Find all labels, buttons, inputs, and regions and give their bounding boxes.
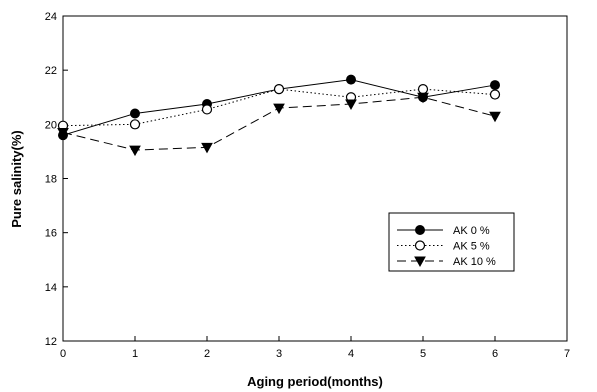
y-tick-label: 18: [45, 174, 57, 186]
x-tick-label: 6: [492, 348, 498, 360]
data-point: [345, 99, 357, 111]
data-point: [129, 145, 141, 157]
data-point: [417, 92, 429, 104]
x-tick-label: 1: [132, 348, 138, 360]
legend-entry: AK 10 %: [397, 256, 496, 268]
x-tick-label: 3: [276, 348, 282, 360]
data-point: [489, 111, 501, 123]
y-tick-label: 14: [45, 282, 57, 294]
data-point: [489, 89, 501, 100]
data-point: [417, 84, 429, 95]
data-point: [129, 119, 141, 130]
legend-label: AK 5 %: [453, 241, 490, 253]
legend-marker: [415, 225, 425, 235]
legend-marker: [414, 256, 426, 268]
legend-entries: AK 0 % AK 5 % AK 10 %: [397, 225, 496, 268]
plot-frame: [62, 15, 568, 342]
data-point: [57, 127, 69, 139]
x-axis-title: Aging period(months): [247, 374, 383, 389]
x-tick-label: 4: [348, 348, 354, 360]
legend-marker: [414, 240, 426, 251]
y-tick-label: 22: [45, 65, 57, 77]
x-tick-label: 5: [420, 348, 426, 360]
y-axis-title: Pure salinity(%): [9, 130, 24, 228]
data-point: [201, 142, 213, 154]
y-tick-label: 12: [45, 336, 57, 348]
x-tick-label: 2: [204, 348, 210, 360]
series-layer: [57, 74, 501, 157]
x-axis-ticks: 0 1 2 3 4 5 6 7: [60, 336, 570, 360]
y-axis-ticks: 12 14 16 18 20 22 24: [45, 11, 68, 348]
legend: AK 0 % AK 5 % AK 10 %: [388, 212, 515, 272]
data-point: [490, 80, 500, 91]
data-point: [130, 108, 140, 119]
legend-label: AK 0 %: [453, 225, 490, 237]
legend-box: [388, 212, 515, 272]
y-tick-label: 16: [45, 228, 57, 240]
data-point: [346, 74, 356, 85]
data-point: [273, 103, 285, 115]
data-point: [273, 84, 285, 95]
x-tick-label: 7: [564, 348, 570, 360]
y-tick-label: 20: [45, 119, 57, 131]
legend-entry: AK 0 %: [397, 225, 490, 237]
series-3: [57, 92, 501, 157]
y-tick-label: 24: [45, 11, 57, 23]
data-point: [201, 104, 213, 115]
legend-label: AK 10 %: [453, 256, 496, 268]
legend-entry: AK 5 %: [397, 240, 490, 253]
x-tick-label: 0: [60, 348, 66, 360]
